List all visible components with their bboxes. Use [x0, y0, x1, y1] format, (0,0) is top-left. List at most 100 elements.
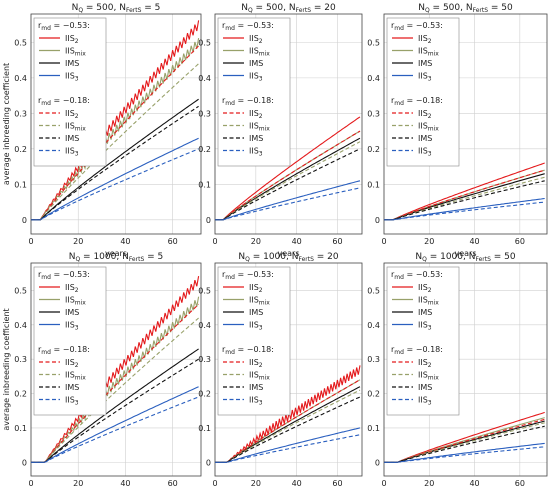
legend-group2-header: rmd = −0.18:	[38, 96, 90, 107]
legend-group1-entry: IIS2	[418, 34, 432, 45]
legend-group1-header: rmd = −0.53:	[391, 270, 443, 281]
x-tick-label: 40	[469, 479, 479, 488]
legend-group1-header: rmd = −0.53:	[222, 270, 274, 281]
series-line	[31, 137, 199, 221]
x-tick-label: 0	[28, 479, 33, 488]
y-tick-label: 0.1	[198, 180, 211, 189]
x-tick-label: 20	[251, 237, 261, 246]
legend-group1-entry: IMS	[249, 308, 263, 317]
plot-frame	[383, 262, 548, 477]
x-tick-label: 60	[515, 479, 525, 488]
legend-box	[386, 266, 460, 416]
legend-box	[217, 266, 291, 416]
legend-group1-entry: IISmix	[418, 296, 439, 307]
y-tick-label: 0	[375, 458, 380, 467]
series-line	[215, 427, 361, 463]
y-tick-label: 0.4	[14, 74, 27, 83]
legend-group1-entry: IIS3	[418, 72, 432, 83]
series-group	[215, 365, 361, 463]
y-tick-label: 0.3	[367, 355, 380, 364]
series-line	[384, 425, 545, 463]
series-line	[31, 303, 199, 463]
y-tick-label: 0.4	[367, 321, 380, 330]
x-tick-label: 20	[251, 479, 261, 488]
chart-panel-3: 0 20 40 60 0 0.1 0.2 0.3 0.4 0.5 years NQ = 500, NF…	[367, 3, 548, 258]
legend-group2-entry: IISmix	[65, 122, 86, 133]
legend-group1-entry: IIS3	[65, 321, 79, 332]
legend-group1-entry: IISmix	[249, 296, 270, 307]
legend-group2-header: rmd = −0.18:	[38, 345, 90, 356]
y-tick-label: 0.2	[14, 145, 27, 154]
series-line	[31, 358, 199, 463]
series-line	[384, 162, 545, 221]
y-tick-label: 0.2	[14, 390, 27, 399]
legend-group1-entry: IMS	[418, 59, 432, 68]
legend-group2-entry: IIS2	[249, 109, 263, 120]
y-tick-label: 0.5	[198, 286, 211, 295]
series-line	[215, 396, 361, 463]
series-line	[215, 434, 361, 463]
series-line	[384, 197, 545, 221]
series-line	[384, 180, 545, 221]
legend-group1-entry: IISmix	[249, 47, 270, 58]
series-group	[384, 162, 545, 221]
legend-group1-entry: IMS	[65, 308, 79, 317]
legend-group2-entry: IIS3	[249, 147, 263, 158]
legend-group2-entry: IIS2	[65, 109, 79, 120]
legend-group1-entry: IIS3	[249, 321, 263, 332]
series-line	[31, 348, 199, 463]
x-tick-label: 60	[168, 237, 178, 246]
legend-group1-entry: IIS3	[65, 72, 79, 83]
x-tick-label: 20	[73, 479, 83, 488]
legend-group2-entry: IMS	[249, 383, 263, 392]
series-line	[384, 201, 545, 221]
y-tick-label: 0.3	[14, 355, 27, 364]
series-group	[215, 116, 361, 221]
series-line	[31, 386, 199, 463]
panel-title: NQ = 1000, NFertS = 20	[238, 252, 339, 263]
series-line	[384, 442, 545, 463]
y-tick-label: 0.5	[367, 286, 380, 295]
series-line	[215, 148, 361, 221]
x-tick-label: 20	[73, 237, 83, 246]
y-tick-label: 0.2	[198, 390, 211, 399]
y-tick-label: 0.2	[198, 145, 211, 154]
y-tick-label: 0.3	[198, 355, 211, 364]
legend-group2-entry: IIS2	[418, 358, 432, 369]
x-axis-label: years	[105, 249, 127, 258]
legend-group2-entry: IIS2	[418, 109, 432, 120]
plot-frame	[383, 13, 548, 235]
legend-group1-entry: IISmix	[65, 47, 86, 58]
y-tick-label: 0	[22, 216, 27, 225]
panel-title: NQ = 500, NFertS = 20	[241, 3, 336, 14]
legend-group1-entry: IIS2	[418, 283, 432, 294]
x-tick-label: 0	[381, 479, 386, 488]
legend-group2-entry: IIS3	[65, 396, 79, 407]
legend-group2-entry: IMS	[65, 134, 79, 143]
x-tick-label: 0	[212, 237, 217, 246]
legend-group1-entry: IMS	[418, 308, 432, 317]
panel-title: NQ = 1000, NFertS = 50	[415, 252, 516, 263]
legend-group2-entry: IIS3	[249, 396, 263, 407]
chart-panel-2: 0 20 40 60 0 0.1 0.2 0.3 0.4 0.5 years NQ = 500, NF…	[198, 3, 363, 258]
x-tick-label: 40	[469, 237, 479, 246]
legend-group1-entry: IIS2	[65, 34, 79, 45]
legend-group2-header: rmd = −0.18:	[391, 345, 443, 356]
series-line	[215, 180, 361, 221]
legend-box	[33, 17, 107, 167]
y-tick-label: 0.5	[14, 286, 27, 295]
plot-frame	[214, 13, 363, 235]
plot-frame	[214, 262, 363, 477]
y-tick-label: 0.3	[198, 109, 211, 118]
series-line	[215, 130, 361, 221]
x-tick-label: 40	[120, 237, 130, 246]
legend-group2-header: rmd = −0.18:	[222, 345, 274, 356]
y-axis-label: average inbreeding coefficient	[2, 308, 11, 430]
series-line	[215, 141, 361, 221]
